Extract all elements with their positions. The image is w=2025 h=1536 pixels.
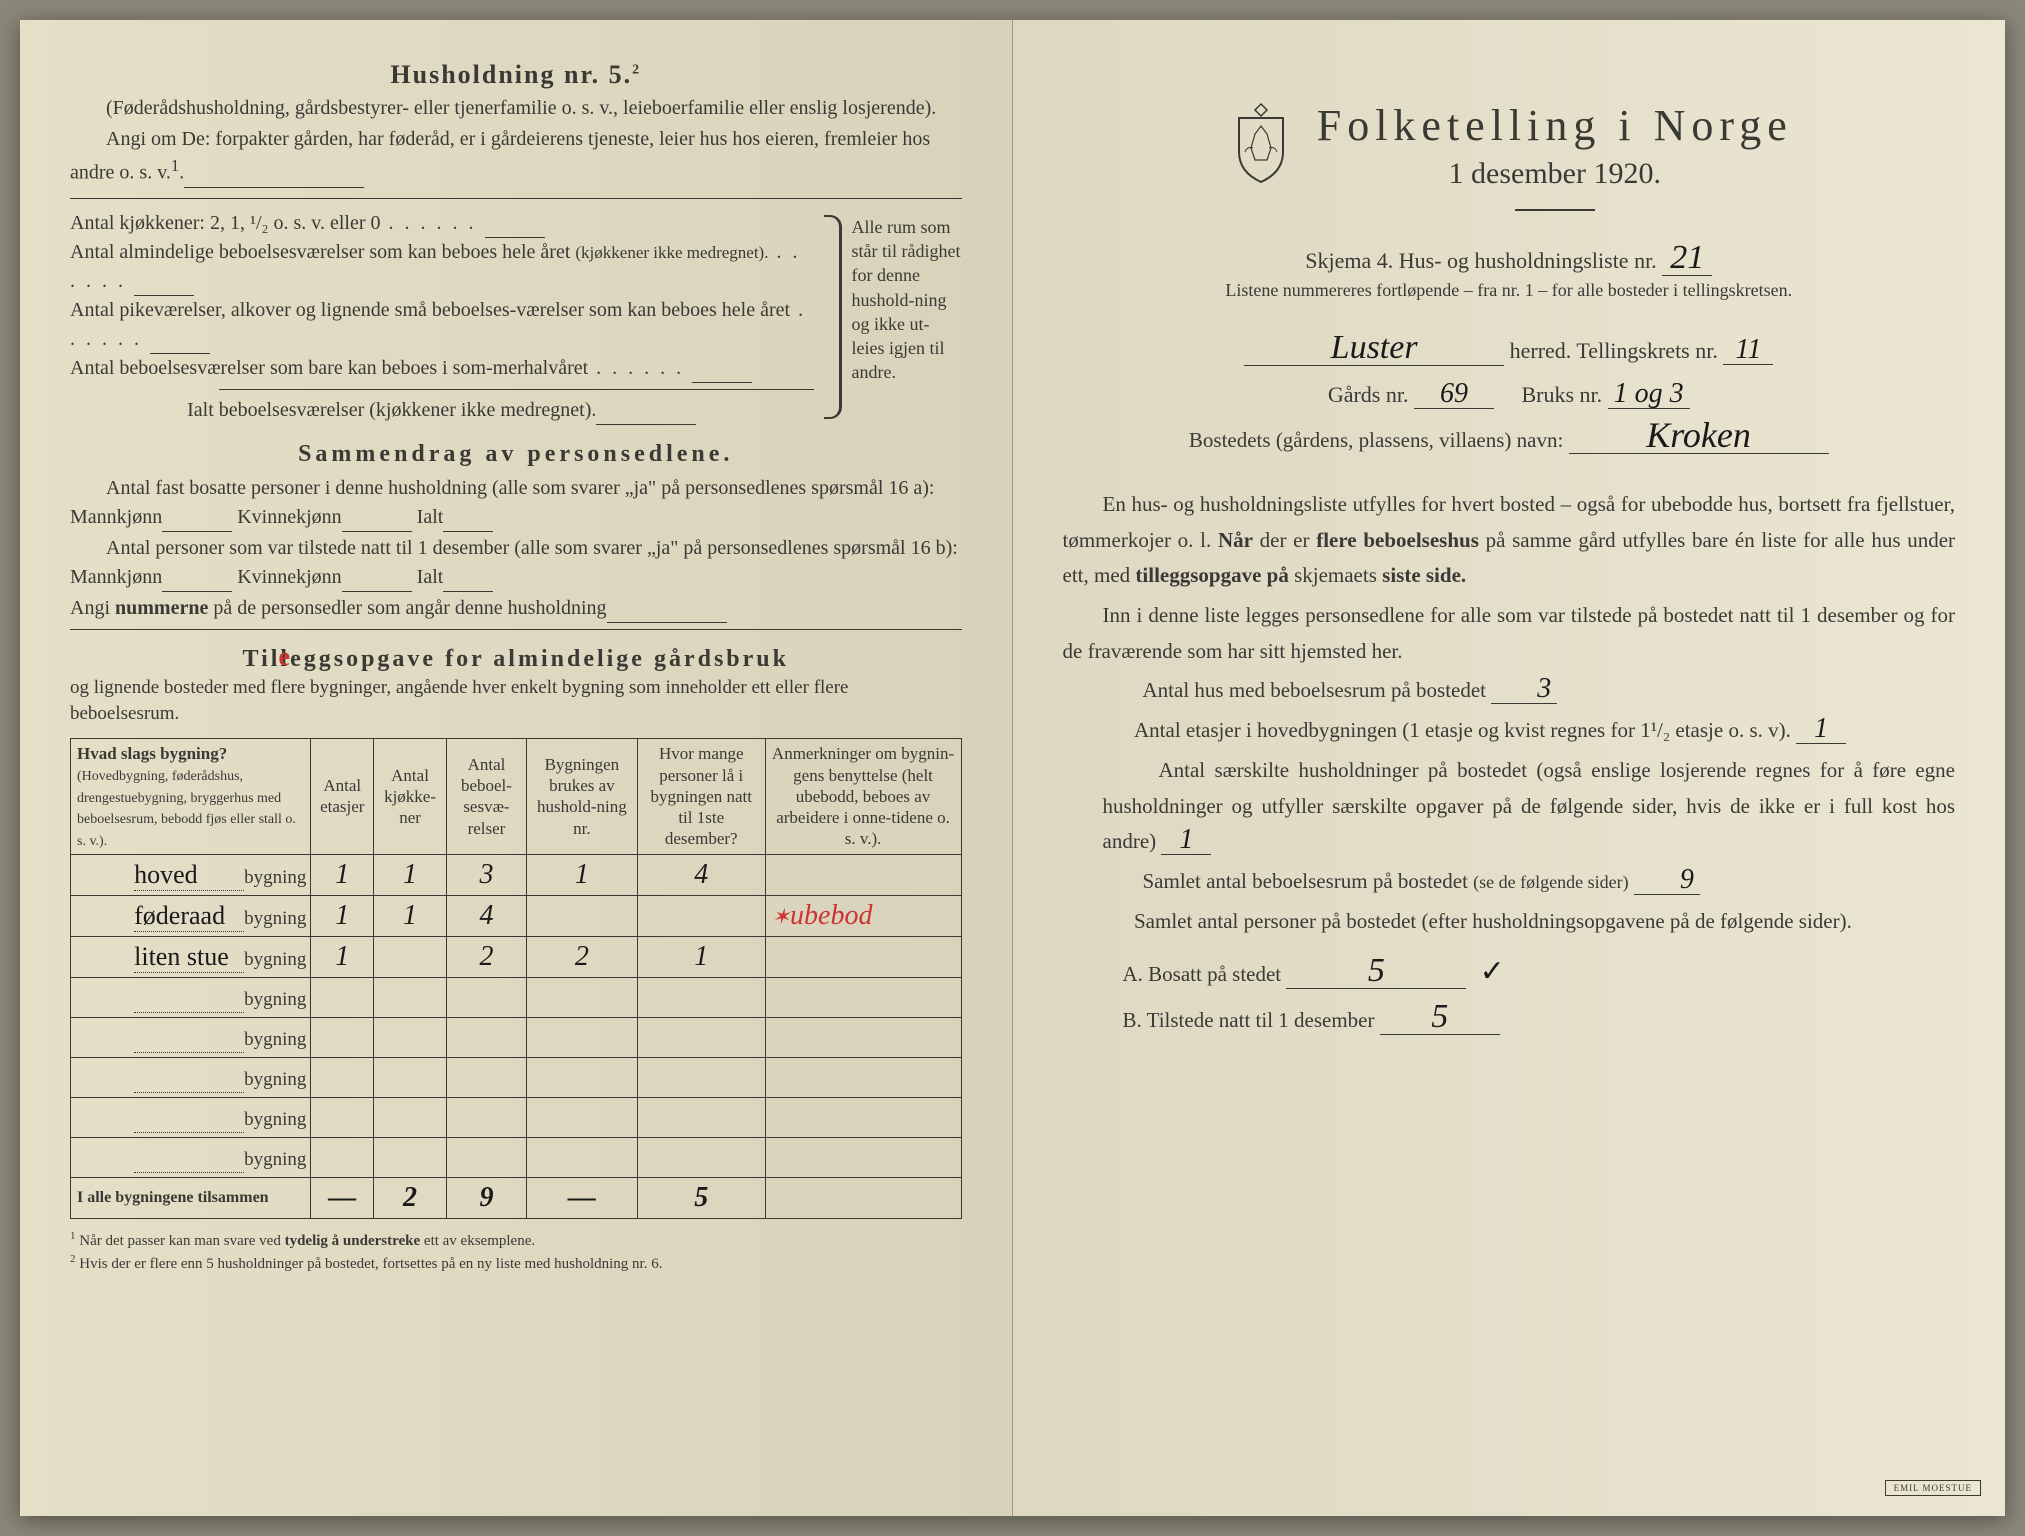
tillegg-sub: og lignende bosteder med flere bygninger…	[70, 675, 962, 728]
table-row: føderaadbygning114✶ubebod	[71, 896, 962, 937]
document-spread: Husholdning nr. 5.2 (Føderådshusholdning…	[20, 20, 2005, 1516]
th-beboel: Antal beboel-sesvæ-relser	[447, 738, 527, 854]
bosted-value: Kroken	[1569, 417, 1829, 454]
body-text: En hus- og husholdningsliste utfylles fo…	[1063, 487, 1956, 1041]
sam1: Antal fast bosatte personer i denne hush…	[70, 474, 962, 532]
table-row: bygning	[71, 1098, 962, 1138]
table-row: bygning	[71, 1058, 962, 1098]
q4-value: 9	[1634, 866, 1700, 895]
building-table: Hvad slags bygning?(Hovedbygning, føderå…	[70, 738, 962, 1219]
left-intro1: (Føderådshusholdning, gårdsbestyrer- ell…	[70, 94, 962, 123]
q3-value: 1	[1161, 826, 1211, 855]
sam2: Antal personer som var tilstede natt til…	[70, 534, 962, 592]
th-anm: Anmerkninger om bygnin-gens benyttelse (…	[765, 738, 961, 854]
foot-label: I alle bygningene tilsammen	[71, 1178, 311, 1219]
right-page: Folketelling i Norge 1 desember 1920. Sk…	[1013, 20, 2006, 1516]
skjema-line: Skjema 4. Hus- og husholdningsliste nr. …	[1063, 241, 1956, 276]
table-row: bygning	[71, 978, 962, 1018]
footnotes: 1 Når det passer kan man svare ved tydel…	[70, 1229, 962, 1275]
th-kjokkener: Antal kjøkke-ner	[374, 738, 447, 854]
listene-note: Listene nummereres fortløpende – fra nr.…	[1063, 280, 1956, 301]
rooms-block: Antal kjøkkener: 2, 1, ¹/₂ o. s. v. elle…	[70, 209, 962, 425]
th-etasjer: Antal etasjer	[311, 738, 374, 854]
gards-value: 69	[1414, 380, 1494, 409]
q1-value: 3	[1491, 675, 1557, 704]
check-mark: ✓	[1480, 955, 1505, 988]
table-row: liten stuebygning1221	[71, 937, 962, 978]
sam3: Angi nummerne på de personsedler som ang…	[70, 594, 962, 623]
tillegg-heading: Tilleeggsopgave for almindelige gårdsbru…	[70, 646, 962, 673]
herred-value: Luster	[1244, 331, 1504, 366]
th-hushold: Bygningen brukes av hushold-ning nr.	[526, 738, 637, 854]
left-heading: Husholdning nr. 5.2	[70, 60, 962, 90]
crest-icon	[1225, 100, 1297, 188]
qa-value: 5	[1286, 954, 1466, 989]
main-title: Folketelling i Norge	[1317, 100, 1793, 151]
table-row: bygning	[71, 1138, 962, 1178]
left-page: Husholdning nr. 5.2 (Føderådshusholdning…	[20, 20, 1013, 1516]
main-date: 1 desember 1920.	[1317, 157, 1793, 191]
qb-value: 5	[1380, 1000, 1500, 1035]
table-row: hovedbygning11314	[71, 855, 962, 896]
left-intro2: Angi om De: forpakter gården, har føderå…	[70, 125, 962, 188]
q2-value: 1	[1796, 715, 1846, 744]
table-row: bygning	[71, 1018, 962, 1058]
printer-stamp: EMIL MOESTUE	[1885, 1480, 1981, 1496]
th-bygning: Hvad slags bygning?(Hovedbygning, føderå…	[71, 738, 311, 854]
field-block: Luster herred. Tellingskrets nr. 11 Gård…	[1063, 329, 1956, 461]
sammendrag-heading: Sammendrag av personsedlene.	[70, 441, 962, 468]
bruks-value: 1 og 3	[1608, 380, 1690, 409]
title-block: Folketelling i Norge 1 desember 1920.	[1063, 100, 1956, 229]
rooms-side-note: Alle rum som står til rådighet for denne…	[852, 209, 962, 425]
krets-value: 11	[1723, 336, 1773, 365]
th-personer: Hvor mange personer lå i bygningen natt …	[637, 738, 765, 854]
